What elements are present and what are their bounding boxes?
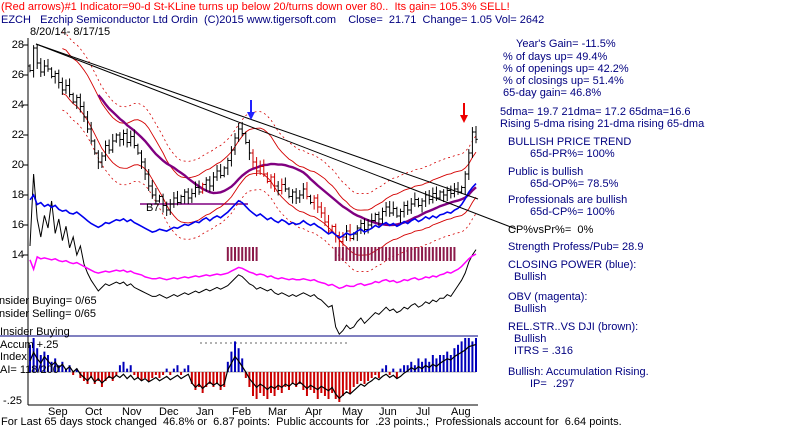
month-label: Dec xyxy=(159,406,179,418)
stat-line: Bullish xyxy=(514,303,547,315)
month-label: Jun xyxy=(379,406,397,418)
pane-label: Insider Buying= 0/65 xyxy=(0,295,97,307)
price-tick-label: 22 xyxy=(11,129,24,141)
stat-line: 5dma= 19.7 21dma= 17.2 65dma=16.6 xyxy=(500,106,691,118)
price-tick-label: 18 xyxy=(11,189,24,201)
pane-label: Accum +.25 xyxy=(0,339,59,351)
stat-line: % of openings up= 42.2% xyxy=(503,63,629,75)
pane-label: Index xyxy=(0,351,27,363)
stat-line: 65-day gain= 46.8% xyxy=(503,87,602,99)
date-range-label: 8/20/14- 8/17/15 xyxy=(30,26,111,38)
pane-label: Insider Selling= 0/65 xyxy=(0,308,96,320)
pane-label: AI= 118/200 xyxy=(0,364,59,376)
stat-line: 65d-OP%= 78.5% xyxy=(530,178,619,190)
month-label: Mar xyxy=(268,406,287,418)
stat-line: ITRS = .316 xyxy=(514,345,574,357)
stat-line: % of days up= 49.4% xyxy=(503,51,608,63)
stat-line: REL.STR..VS DJI (brown): xyxy=(508,321,639,333)
stat-line: Public is bullish xyxy=(508,166,584,178)
month-label: Jan xyxy=(196,406,214,418)
pane-label: -.25 xyxy=(0,395,23,407)
stat-line: 65d-CP%= 100% xyxy=(530,206,615,218)
month-label: Apr xyxy=(305,406,323,418)
stat-line: CP%vsPr%= 0% xyxy=(508,224,594,236)
price-tick-label: 16 xyxy=(11,219,24,231)
stat-line: Strength Profess/Pub= 28.9 xyxy=(508,241,644,253)
footer-summary: For Last 65 days stock changed 46.8% or … xyxy=(1,416,622,428)
stat-line: % of closings up= 51.4% xyxy=(503,75,624,87)
month-label: Jul xyxy=(416,406,431,418)
stat-line: Year's Gain= -11.5% xyxy=(516,38,616,50)
stat-line: Bullish xyxy=(514,333,547,345)
month-label: Feb xyxy=(232,406,251,418)
signal-banner: (Red arrows)#1 Indicator=90-d St-KLine t… xyxy=(1,1,510,13)
price-tick-label: 20 xyxy=(11,159,24,171)
stat-line: Rising 5-dma rising 21-dma rising 65-dma xyxy=(500,118,705,130)
month-label: Sep xyxy=(48,406,68,418)
stat-line: CLOSING POWER (blue): xyxy=(508,259,637,271)
price-tick-label: 14 xyxy=(11,249,24,261)
chart-title: EZCH Ezchip Semiconductor Ltd Ordin (C)2… xyxy=(1,14,545,26)
stat-line: BULLISH PRICE TREND xyxy=(508,136,632,148)
pane-label: Insider Buying xyxy=(0,326,70,338)
stat-line: Bullish xyxy=(514,271,547,283)
stat-line: IP= .297 xyxy=(530,378,575,390)
stat-line: Bullish: Accumulation Rising. xyxy=(508,366,649,378)
stat-line: OBV (magenta): xyxy=(508,291,588,303)
month-label: Nov xyxy=(122,406,142,418)
month-label: May xyxy=(342,406,363,418)
month-label: Aug xyxy=(451,406,471,418)
b7-annotation: B7 xyxy=(146,202,160,214)
month-label: Oct xyxy=(85,406,103,418)
price-tick-label: 28 xyxy=(11,39,24,51)
price-tick-label: 24 xyxy=(11,99,24,111)
price-tick-label: 26 xyxy=(11,69,24,81)
stat-line: 65d-PR%= 100% xyxy=(530,148,615,160)
stat-line: Professionals are bullish xyxy=(508,194,628,206)
